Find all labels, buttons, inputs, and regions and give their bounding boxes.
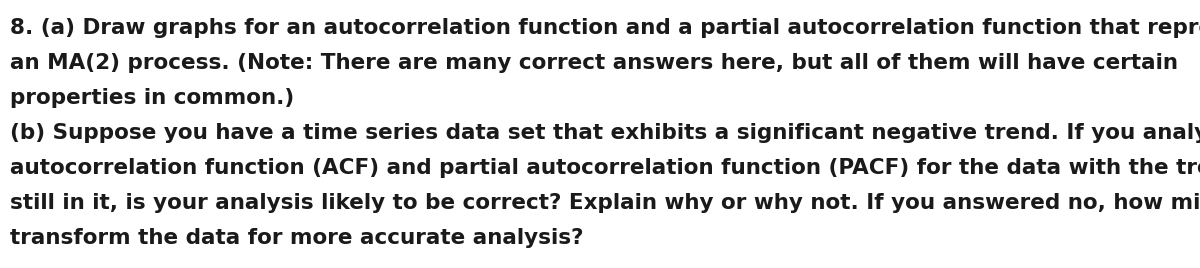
Text: 8. (a) Draw graphs for an autocorrelation function and a partial autocorrelation: 8. (a) Draw graphs for an autocorrelatio… [10, 18, 1200, 38]
Text: (b) Suppose you have a time series data set that exhibits a significant negative: (b) Suppose you have a time series data … [10, 123, 1200, 143]
Text: autocorrelation function (ACF) and partial autocorrelation function (PACF) for t: autocorrelation function (ACF) and parti… [10, 158, 1200, 178]
Text: an MA(2) process. (Note: There are many correct answers here, but all of them wi: an MA(2) process. (Note: There are many … [10, 53, 1178, 73]
Text: still in it, is your analysis likely to be correct? Explain why or why not. If y: still in it, is your analysis likely to … [10, 193, 1200, 213]
Text: properties in common.): properties in common.) [10, 88, 294, 108]
Text: transform the data for more accurate analysis?: transform the data for more accurate ana… [10, 228, 583, 248]
